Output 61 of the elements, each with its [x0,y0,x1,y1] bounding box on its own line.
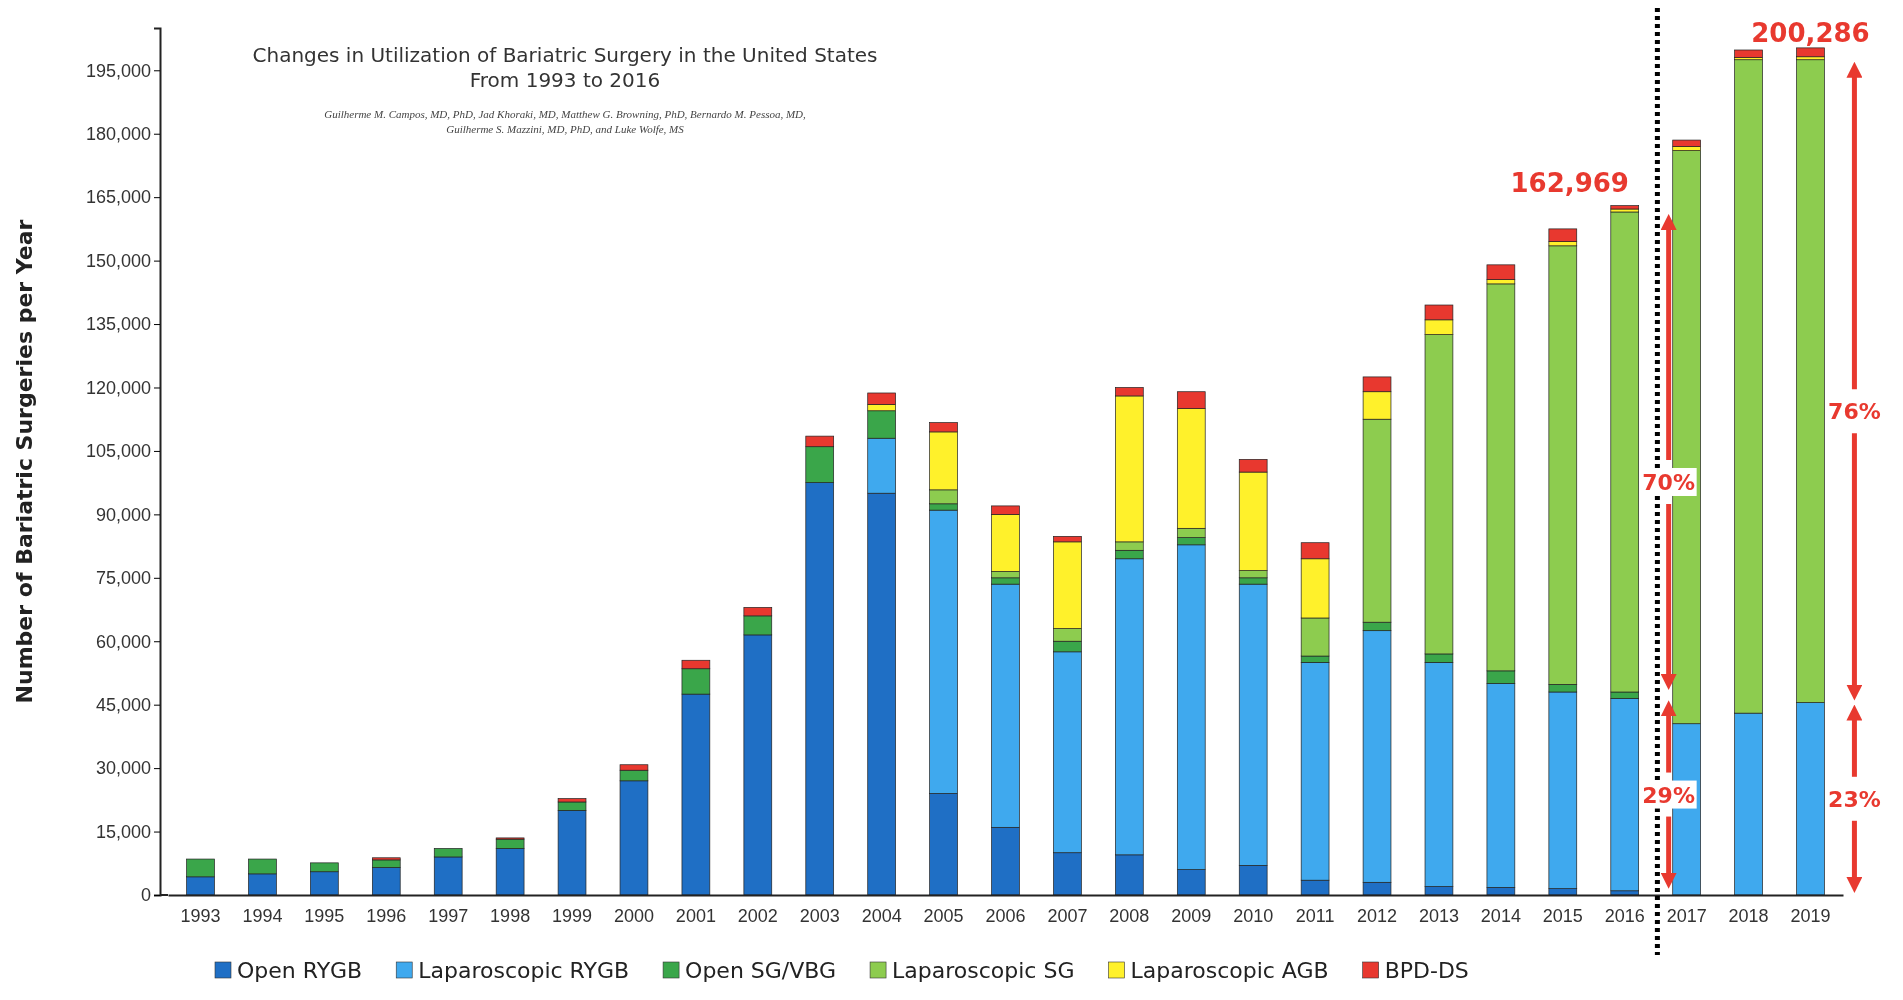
y-tick-label: 0 [140,885,151,906]
annotation: 76% [1828,399,1881,425]
annotation: 70% [1642,469,1695,495]
y-tick-label: 90,000 [95,504,151,525]
legend-label: Open RYGB [237,958,363,983]
legend-label: BPD-DS [1384,958,1469,983]
x-tick-label: 2005 [923,905,964,926]
x-tick-label: 2015 [1542,905,1583,926]
x-tick-label: 2017 [1666,905,1707,926]
annotation: 162,969 [1510,167,1629,198]
y-tick-label: 150,000 [85,250,151,271]
x-tick-label: 1999 [552,905,593,926]
y-tick-label: 60,000 [95,631,151,652]
x-tick-label: 2001 [675,905,716,926]
y-tick-label: 30,000 [95,758,151,779]
text: Guilherme M. Campos, MD, PhD, Jad Khoraki, MD, Matthew G. Browning, PhD, Bernardo M. Pessoa, MD, Guilherme S. Mazzini, MD, PhD, and Luke Wolfe, MS [324,108,807,135]
legend-label: Laparoscopic AGB [1130,958,1329,983]
x-tick-label: 2009 [1171,905,1212,926]
x-tick-label: 2000 [613,905,654,926]
x-tick-label: 2010 [1233,905,1274,926]
y-tick-label: 165,000 [85,187,151,208]
x-tick-label: 2018 [1728,905,1769,926]
bar [1610,697,1640,892]
x-tick-label: 2003 [799,905,840,926]
x-tick-label: 2014 [1480,905,1521,926]
x-tick-label: 2016 [1604,905,1645,926]
y-axis-title: Number of Bariatric Surgeries per Year [12,219,37,704]
annotation: 23% [1828,786,1881,812]
x-tick-label: 2007 [1047,905,1088,926]
x-tick-label: 2008 [1109,905,1150,926]
x-tick-label: 1997 [428,905,469,926]
y-tick-label: 105,000 [85,441,151,462]
y-tick-label: 120,000 [85,377,151,398]
x-tick-label: 2011 [1295,905,1335,926]
x-tick-label: 2004 [861,905,902,926]
legend-label: Laparoscopic SG [892,958,1075,983]
x-tick-label: 2019 [1790,905,1831,926]
bar [1548,228,1578,242]
x-tick-label: 2012 [1357,905,1398,926]
bar [1796,47,1825,58]
y-tick-label: 195,000 [85,60,151,81]
annotation: 200,286 [1751,17,1870,48]
bar [1672,139,1701,147]
x-tick-label: 2013 [1418,905,1459,926]
y-tick-label: 45,000 [95,694,151,715]
legend-label: Laparoscopic RYGB [418,958,630,983]
text: Changes in Utilization of Bariatric Surgery in the United States From 1993 to 2016 [252,43,878,92]
y-tick-label: 15,000 [95,821,151,842]
y-tick-label: 135,000 [85,314,151,335]
y-tick-label: 75,000 [95,568,151,589]
legend-label: Open SG/VBG [685,958,837,983]
bar [1734,49,1763,58]
x-tick-label: 1996 [366,905,407,926]
x-tick-label: 1993 [180,905,221,926]
x-tick-label: 1994 [242,905,283,926]
x-tick-label: 2006 [985,905,1026,926]
annotation: 29% [1642,782,1695,808]
x-tick-label: 1995 [304,905,345,926]
x-tick-label: 1998 [490,905,531,926]
x-tick-label: 2002 [737,905,778,926]
y-tick-label: 180,000 [85,123,151,144]
